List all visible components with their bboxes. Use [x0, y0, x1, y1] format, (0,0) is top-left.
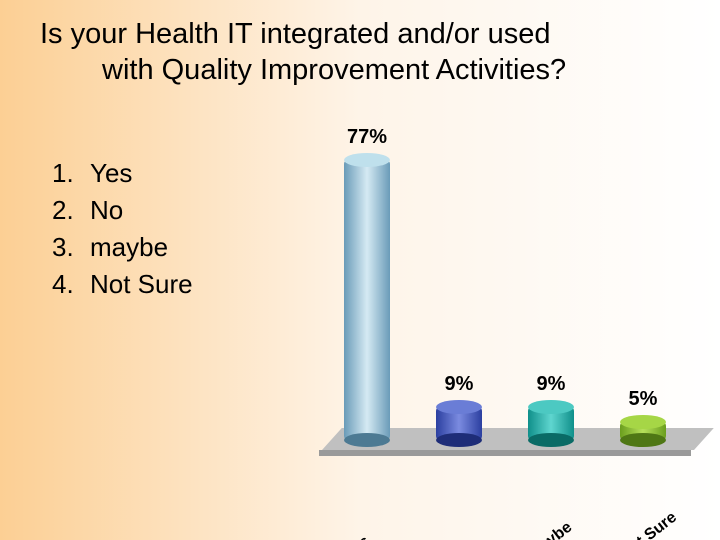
chart-axis-labels: YesNomaybeNot Sure	[322, 514, 694, 540]
bar-bottom-ellipse	[620, 433, 666, 447]
option-row: 3.maybe	[52, 232, 193, 263]
bar-value-label: 77%	[344, 126, 390, 149]
chart-plot-area: 77% 9% 9% 5%	[322, 120, 694, 450]
bar: 77%	[344, 160, 390, 440]
option-row: 4.Not Sure	[52, 269, 193, 300]
bar-top-ellipse	[620, 415, 666, 429]
chart-base-front-edge	[319, 450, 691, 456]
bar-value-label: 5%	[620, 388, 666, 411]
bar-bottom-ellipse	[436, 433, 482, 447]
option-row: 2.No	[52, 195, 193, 226]
axis-category-label: maybe	[525, 519, 576, 540]
title-line-2: with Quality Improvement Activities?	[40, 52, 700, 88]
axis-category-label: Yes	[341, 533, 374, 540]
option-label: Yes	[90, 158, 132, 189]
title-line-1: Is your Health IT integrated and/or used	[40, 18, 551, 50]
bar: 9%	[528, 407, 574, 440]
option-label: No	[90, 195, 123, 226]
bar-body	[344, 160, 390, 440]
axis-category-label: Not Sure	[617, 509, 681, 540]
option-number: 3.	[52, 232, 90, 263]
options-list: 1.Yes2.No3.maybe4.Not Sure	[52, 158, 193, 306]
option-row: 1.Yes	[52, 158, 193, 189]
option-number: 4.	[52, 269, 90, 300]
bar: 5%	[620, 422, 666, 440]
bar-bottom-ellipse	[528, 433, 574, 447]
option-number: 2.	[52, 195, 90, 226]
bar-top-ellipse	[344, 153, 390, 167]
bar: 9%	[436, 407, 482, 440]
option-label: Not Sure	[90, 269, 193, 300]
bar-value-label: 9%	[436, 373, 482, 396]
option-label: maybe	[90, 232, 168, 263]
bar-value-label: 9%	[528, 373, 574, 396]
slide-title: Is your Health IT integrated and/or used…	[40, 16, 700, 89]
option-number: 1.	[52, 158, 90, 189]
bar-chart: 77%9%9%5% YesNomaybeNot Sure	[322, 120, 694, 520]
bar-bottom-ellipse	[344, 433, 390, 447]
